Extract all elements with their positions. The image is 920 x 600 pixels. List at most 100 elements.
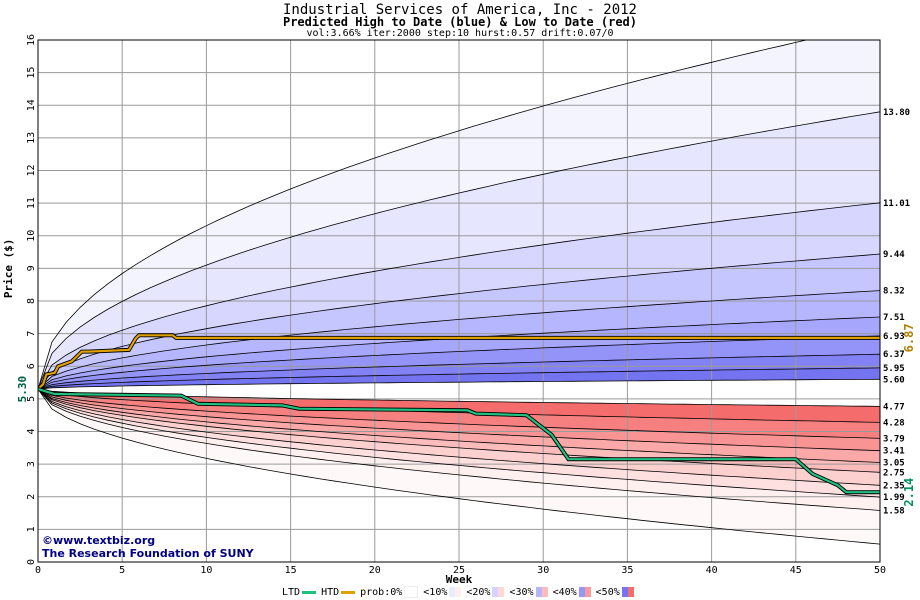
x-tick-label-1: 5	[119, 565, 125, 576]
legend-prob: prob:0%	[360, 586, 420, 598]
legend-band-30-label: <30%	[509, 586, 534, 598]
htd-final-label: 6.87	[902, 323, 916, 352]
x-tick-label-5: 25	[453, 565, 465, 576]
start-price-label: 5.30	[16, 376, 29, 403]
y-tick-label-16: 16	[26, 34, 37, 46]
legend-prob-swatch	[404, 586, 419, 598]
legend-htd: HTD	[321, 587, 357, 598]
y-axis-label: Price ($)	[2, 239, 15, 299]
right-band-label-11: 3.79	[883, 434, 905, 444]
legend-band-30-swatch	[535, 587, 548, 597]
high-band-3	[38, 254, 880, 390]
legend-band-20-swatch	[492, 587, 505, 597]
high-band-4	[38, 290, 880, 390]
legend-band-30: <30%	[509, 587, 549, 598]
y-tick-label-6: 6	[26, 363, 37, 369]
high-boundary-1	[38, 111, 880, 390]
x-tick-label-2: 10	[200, 565, 212, 576]
right-band-label-2: 9.44	[883, 250, 905, 260]
legend-band-40: <40%	[553, 587, 593, 598]
right-band-label-8: 5.60	[883, 375, 905, 385]
legend-band-50-swatch	[621, 587, 634, 597]
y-tick-label-7: 7	[26, 331, 37, 337]
x-tick-label-9: 45	[790, 565, 802, 576]
low-boundary-4	[38, 388, 880, 463]
right-band-label-5: 6.93	[883, 332, 905, 342]
low-boundary-8	[38, 388, 880, 511]
right-band-label-7: 5.95	[883, 364, 905, 374]
high-band-5	[38, 317, 880, 390]
chart-subtitle: Predicted High to Date (blue) & Low to D…	[282, 15, 637, 29]
right-band-label-10: 4.28	[883, 418, 905, 428]
y-tick-label-11: 11	[26, 197, 37, 209]
credit-organization: The Research Foundation of SUNY	[42, 547, 254, 560]
right-band-label-14: 2.75	[883, 468, 905, 478]
legend-htd-label: HTD	[321, 586, 340, 598]
y-tick-label-1: 1	[26, 526, 37, 532]
legend-band-40-label: <40%	[552, 586, 577, 598]
y-tick-label-2: 2	[26, 494, 37, 500]
right-band-label-1: 11.01	[883, 199, 910, 209]
y-tick-label-4: 4	[26, 428, 37, 434]
low-boundary-3	[38, 388, 880, 452]
low-boundary-1	[38, 388, 880, 423]
ltd-final-label: 2.14	[902, 478, 916, 507]
x-tick-label-8: 40	[706, 565, 718, 576]
chart-params: vol:3.66% iter:2000 step:10 hurst:0.57 d…	[306, 28, 614, 39]
low-band-8	[38, 389, 880, 545]
plot-frame	[37, 39, 881, 563]
y-tick-label-0: 0	[26, 559, 37, 565]
legend-band-10-label: <10%	[423, 586, 448, 598]
x-tick-label-3: 15	[285, 565, 297, 576]
high-boundary-4	[38, 290, 880, 390]
low-boundary-5	[38, 388, 880, 473]
right-band-label-17: 1.58	[883, 506, 905, 516]
low-boundary-2	[38, 388, 880, 439]
legend-ltd: LTD	[282, 587, 318, 598]
right-band-label-9: 4.77	[883, 402, 905, 412]
high-boundary-3	[38, 253, 880, 390]
high-boundary-8	[38, 367, 880, 390]
legend-htd-swatch	[341, 590, 356, 594]
legend-band-40-swatch	[578, 587, 591, 597]
high-boundary-0	[38, 40, 809, 390]
y-tick-label-5: 5	[26, 396, 37, 402]
high-boundary-2	[38, 202, 880, 390]
right-band-label-6: 6.37	[883, 350, 905, 360]
y-tick-label-10: 10	[26, 230, 37, 242]
y-tick-label-3: 3	[26, 461, 37, 467]
high-boundary-7	[38, 353, 880, 390]
y-tick-label-13: 13	[26, 132, 37, 144]
x-tick-label-0: 0	[35, 565, 41, 576]
legend-ltd-swatch	[302, 590, 317, 594]
right-band-label-16: 1.99	[883, 493, 905, 503]
legend-ltd-label: LTD	[282, 586, 301, 598]
right-band-label-13: 3.05	[883, 458, 905, 468]
legend: LTD HTD prob:0% <10% <20% <30% <40% <50%	[282, 586, 639, 598]
x-axis-label: Week	[446, 573, 473, 586]
legend-band-10: <10%	[423, 587, 463, 598]
low-boundary-9	[38, 388, 880, 545]
legend-band-20: <20%	[466, 587, 506, 598]
y-tick-label-14: 14	[26, 99, 37, 111]
high-band-2	[38, 202, 880, 390]
right-band-label-15: 2.35	[883, 481, 905, 491]
y-tick-label-12: 12	[26, 164, 37, 176]
low-band-3	[38, 389, 880, 463]
legend-band-20-label: <20%	[466, 586, 491, 598]
high-boundary-6	[38, 335, 880, 390]
y-tick-label-15: 15	[26, 67, 37, 79]
y-tick-label-8: 8	[26, 298, 37, 304]
legend-band-50: <50%	[596, 587, 636, 598]
right-band-label-3: 8.32	[883, 287, 905, 297]
high-boundary-9	[38, 378, 880, 390]
right-band-label-4: 7.51	[883, 313, 905, 323]
credit-website: ©www.textbiz.org	[42, 534, 156, 547]
low-boundary-7	[38, 388, 880, 498]
chart-title: Industrial Services of America, Inc - 20…	[282, 2, 637, 18]
ltd-line	[38, 388, 880, 494]
low-band-2	[38, 389, 880, 451]
legend-band-10-swatch	[449, 587, 462, 597]
x-tick-label-4: 20	[369, 565, 381, 576]
x-tick-label-10: 50	[874, 565, 886, 576]
